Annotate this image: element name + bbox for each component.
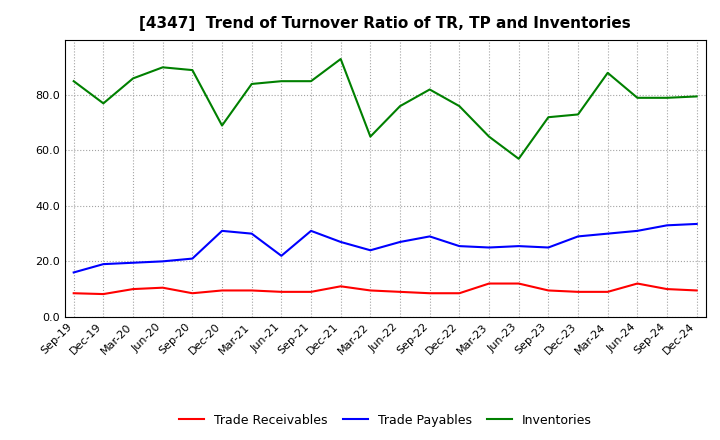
- Line: Trade Payables: Trade Payables: [73, 224, 697, 272]
- Inventories: [574, 112, 582, 117]
- Trade Payables: [129, 260, 138, 265]
- Inventories: [396, 103, 405, 109]
- Trade Payables: [603, 231, 612, 236]
- Trade Payables: [426, 234, 434, 239]
- Inventories: [99, 101, 108, 106]
- Inventories: [158, 65, 167, 70]
- Trade Receivables: [693, 288, 701, 293]
- Legend: Trade Receivables, Trade Payables, Inventories: Trade Receivables, Trade Payables, Inven…: [179, 414, 591, 427]
- Trade Payables: [69, 270, 78, 275]
- Trade Payables: [396, 239, 405, 245]
- Trade Payables: [99, 261, 108, 267]
- Trade Receivables: [366, 288, 374, 293]
- Inventories: [248, 81, 256, 87]
- Inventories: [69, 78, 78, 84]
- Trade Receivables: [544, 288, 553, 293]
- Title: [4347]  Trend of Turnover Ratio of TR, TP and Inventories: [4347] Trend of Turnover Ratio of TR, TP…: [140, 16, 631, 32]
- Trade Payables: [188, 256, 197, 261]
- Trade Receivables: [336, 284, 345, 289]
- Inventories: [693, 94, 701, 99]
- Inventories: [544, 114, 553, 120]
- Trade Receivables: [69, 290, 78, 296]
- Trade Payables: [485, 245, 493, 250]
- Trade Payables: [307, 228, 315, 234]
- Trade Payables: [633, 228, 642, 234]
- Trade Receivables: [603, 289, 612, 294]
- Inventories: [188, 67, 197, 73]
- Inventories: [603, 70, 612, 76]
- Trade Payables: [544, 245, 553, 250]
- Inventories: [514, 156, 523, 161]
- Inventories: [336, 56, 345, 62]
- Trade Payables: [455, 243, 464, 249]
- Trade Receivables: [277, 289, 286, 294]
- Trade Payables: [158, 259, 167, 264]
- Inventories: [366, 134, 374, 139]
- Trade Payables: [366, 248, 374, 253]
- Trade Payables: [693, 221, 701, 227]
- Trade Receivables: [574, 289, 582, 294]
- Trade Receivables: [514, 281, 523, 286]
- Trade Receivables: [396, 289, 405, 294]
- Trade Receivables: [485, 281, 493, 286]
- Inventories: [662, 95, 671, 100]
- Inventories: [307, 78, 315, 84]
- Inventories: [426, 87, 434, 92]
- Trade Receivables: [188, 290, 197, 296]
- Trade Receivables: [217, 288, 226, 293]
- Trade Payables: [574, 234, 582, 239]
- Trade Receivables: [662, 286, 671, 292]
- Trade Receivables: [248, 288, 256, 293]
- Inventories: [485, 134, 493, 139]
- Trade Payables: [514, 243, 523, 249]
- Inventories: [277, 78, 286, 84]
- Trade Receivables: [129, 286, 138, 292]
- Line: Trade Receivables: Trade Receivables: [73, 283, 697, 294]
- Inventories: [633, 95, 642, 100]
- Inventories: [129, 76, 138, 81]
- Trade Payables: [248, 231, 256, 236]
- Trade Payables: [662, 223, 671, 228]
- Trade Receivables: [426, 290, 434, 296]
- Trade Payables: [277, 253, 286, 258]
- Trade Receivables: [99, 291, 108, 297]
- Trade Receivables: [158, 285, 167, 290]
- Trade Payables: [336, 239, 345, 245]
- Trade Receivables: [633, 281, 642, 286]
- Inventories: [217, 123, 226, 128]
- Line: Inventories: Inventories: [73, 59, 697, 159]
- Trade Receivables: [455, 290, 464, 296]
- Trade Receivables: [307, 289, 315, 294]
- Trade Payables: [217, 228, 226, 234]
- Inventories: [455, 103, 464, 109]
